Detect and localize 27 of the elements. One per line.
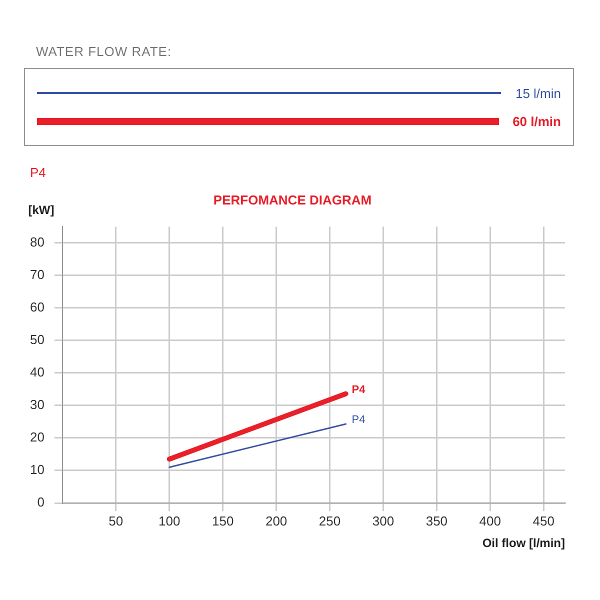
y-axis-title: [kW] — [28, 202, 54, 217]
x-tick-label: 50 — [108, 513, 124, 528]
y-tick-label: 30 — [30, 397, 44, 412]
annotation: P4 — [352, 414, 366, 426]
x-tick-label: 400 — [479, 513, 502, 528]
y-tick-label: 40 — [30, 364, 44, 380]
chart-title: PERFOMANCE DIAGRAM — [213, 192, 372, 208]
y-tick-label: 0 — [37, 494, 44, 510]
y-tick-label: 10 — [30, 462, 44, 478]
x-tick-label: 100 — [158, 513, 180, 528]
y-tick-label: 50 — [30, 332, 44, 347]
annotation: P4 — [352, 384, 366, 396]
text: 15 l/min — [515, 86, 561, 100]
x-tick-label: 200 — [265, 513, 288, 528]
y-tick-label: 70 — [30, 266, 44, 282]
x-tick-label: 250 — [318, 513, 341, 528]
y-tick-label: 80 — [30, 234, 44, 250]
chart-subtitle: P4 — [30, 165, 46, 180]
y-tick-label: 20 — [30, 430, 44, 445]
x-tick-label: 150 — [212, 513, 234, 528]
x-tick-label: 300 — [372, 513, 394, 528]
y-tick-label: 60 — [30, 299, 44, 314]
x-tick-label: 450 — [532, 513, 554, 528]
legend-title: WATER FLOW RATE: — [36, 44, 172, 59]
x-axis-title: Oil flow [l/min] — [482, 536, 565, 550]
text: 60 l/min — [512, 114, 561, 128]
x-tick-label: 350 — [426, 513, 448, 528]
